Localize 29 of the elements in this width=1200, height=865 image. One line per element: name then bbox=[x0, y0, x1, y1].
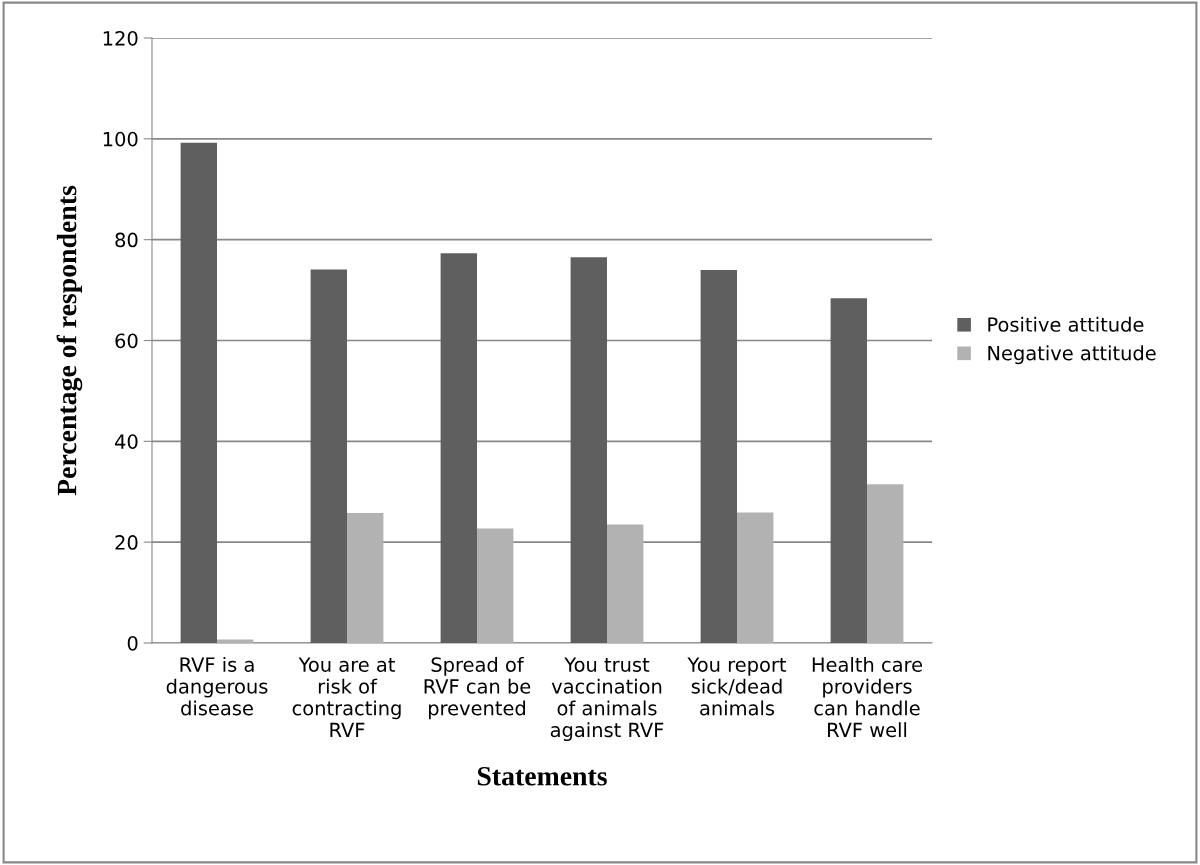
x-axis-title: Statements bbox=[477, 766, 607, 786]
y-tick-label: 0 bbox=[127, 635, 138, 651]
x-tick-label: Spread of RVF can be prevented bbox=[424, 656, 531, 720]
bar bbox=[607, 524, 644, 643]
x-tick-label: RVF is a dangerous disease bbox=[166, 656, 268, 716]
y-tick-label: 40 bbox=[115, 434, 138, 449]
bar bbox=[440, 253, 477, 643]
bar bbox=[180, 142, 217, 643]
y-tick-label: 120 bbox=[103, 30, 138, 46]
y-tick-label: 80 bbox=[115, 232, 138, 248]
legend-label: Negative attitude bbox=[988, 345, 1156, 365]
bar bbox=[217, 639, 254, 643]
x-tick-label: Health care providers can handle RVF well bbox=[812, 656, 923, 738]
x-tick-label: You report sick/dead animals bbox=[687, 657, 787, 716]
bar bbox=[867, 484, 904, 643]
y-tick-label: 60 bbox=[115, 333, 138, 349]
bar bbox=[310, 269, 347, 643]
bar bbox=[570, 257, 607, 643]
bar bbox=[737, 512, 774, 643]
x-tick-label: You are at risk of contracting RVF bbox=[292, 657, 401, 737]
bar bbox=[477, 528, 514, 643]
bar bbox=[347, 512, 384, 643]
bar bbox=[830, 298, 867, 643]
y-tick-label: 20 bbox=[115, 535, 138, 550]
legend-label: Positive attitude bbox=[988, 316, 1144, 332]
y-axis-title: Percentage of respondents bbox=[56, 185, 83, 496]
x-tick-label: You trust vaccination of animals against RVF bbox=[550, 657, 664, 742]
bar bbox=[700, 269, 737, 643]
y-tick-label: 100 bbox=[103, 131, 138, 147]
